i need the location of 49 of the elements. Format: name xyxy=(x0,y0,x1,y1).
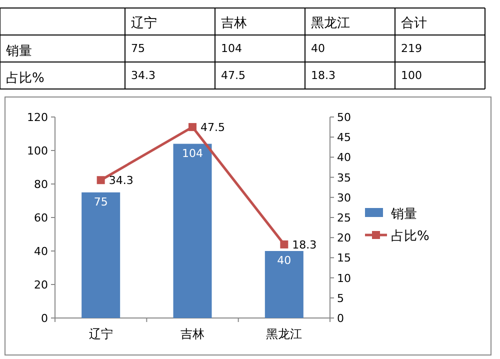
category-label: 吉林 xyxy=(221,16,247,31)
x-tick-label: 黑龙江 xyxy=(266,327,302,341)
y2-tick-label: 0 xyxy=(337,312,344,325)
legend-label: 占比% xyxy=(391,229,430,244)
point xyxy=(96,176,105,184)
label: 34.3 xyxy=(108,174,134,188)
y-tick-label: 40 xyxy=(34,245,48,258)
data-label: 47.5 xyxy=(221,69,246,82)
y-tick-label: 80 xyxy=(34,178,48,191)
category-label: 黑龙江 xyxy=(311,16,350,31)
text: 占比% xyxy=(6,71,44,86)
y2-tick-label: 5 xyxy=(337,292,344,305)
category-label: 辽宁 xyxy=(131,16,157,31)
y2-tick-label: 15 xyxy=(337,252,351,265)
y2-tick-label: 50 xyxy=(337,111,351,124)
data-label: 18.3 xyxy=(311,69,336,82)
y2-tick-label: 35 xyxy=(337,171,351,184)
data-label: 34.3 xyxy=(131,69,156,82)
y2-tick-label: 10 xyxy=(337,272,351,285)
y2-tick-label: 25 xyxy=(337,212,351,224)
label: 104 xyxy=(182,146,203,160)
text: 100 xyxy=(401,69,422,82)
bar xyxy=(173,144,212,318)
legend-label: 销量 xyxy=(390,207,417,222)
y2-tick-label: 20 xyxy=(337,232,351,245)
bar xyxy=(82,192,120,318)
y2-tick-label: 30 xyxy=(337,191,351,204)
text: 销量 xyxy=(6,44,32,59)
label: 40 xyxy=(277,254,292,267)
y-tick-label: 20 xyxy=(34,278,48,292)
data-label: 40 xyxy=(311,42,325,55)
y2-tick-label: 40 xyxy=(337,151,351,164)
data-label: 75 xyxy=(131,42,145,55)
x-tick-label: 辽宁 xyxy=(88,327,113,341)
point xyxy=(280,240,288,248)
bar xyxy=(264,251,304,318)
y2-tick-label: 45 xyxy=(337,131,351,144)
x-tick-label: 吉林 xyxy=(180,327,204,341)
data-label: 104 xyxy=(221,42,242,55)
label: 18.3 xyxy=(292,238,317,252)
point xyxy=(188,123,196,132)
label: 47.5 xyxy=(200,121,225,134)
label: 75 xyxy=(94,195,108,208)
y-tick-label: 0 xyxy=(41,312,48,325)
y-tick-label: 60 xyxy=(34,212,48,224)
text: 合计 xyxy=(401,16,427,31)
y-tick-label: 100 xyxy=(27,144,48,158)
text: 219 xyxy=(401,42,422,55)
y-tick-label: 120 xyxy=(27,111,48,124)
